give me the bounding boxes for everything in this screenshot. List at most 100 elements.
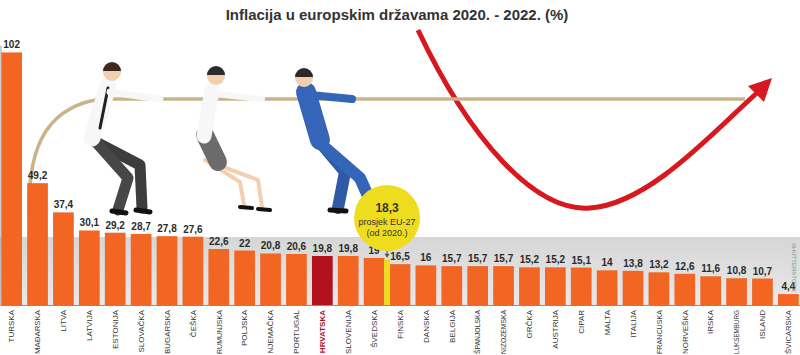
tick-label: FRANCUSKA (655, 309, 664, 354)
tick: SLOVENIJA (344, 309, 353, 354)
tick: TURSKA (7, 309, 16, 342)
person-head (103, 63, 121, 81)
bar (286, 254, 307, 305)
data-label: 102 (3, 39, 20, 50)
tick: BELGIJA (448, 309, 457, 343)
data-label: 13,2 (649, 259, 669, 270)
tick: LITVA (59, 309, 68, 331)
annotation-text: (od 2020.) (367, 228, 408, 238)
person-leg (96, 142, 128, 210)
y-axis (1, 46, 2, 306)
person-arm (110, 92, 160, 99)
person-shoe (240, 207, 252, 208)
bar (183, 237, 204, 305)
tick-label: POLJSKA (240, 309, 249, 346)
annotation-text: prosjek EU-27 (359, 217, 416, 227)
tick: MALTA (603, 309, 612, 335)
tick: FINSKA (396, 309, 405, 339)
bar (338, 256, 359, 305)
person-torso (204, 90, 212, 136)
tick-label: HRVATSKA (318, 310, 327, 353)
annotation-value: 18,3 (375, 201, 399, 215)
tick: ITALIJA (629, 309, 638, 338)
data-label: 19,8 (313, 243, 333, 254)
data-labels: 10249,237,430,129,228,727,827,622,62220,… (3, 39, 795, 292)
data-label: 16,5 (390, 251, 410, 262)
tick-label: LATVIJA (85, 309, 94, 341)
data-label: 27,8 (157, 223, 177, 234)
tick: NJEMAČKA (266, 309, 275, 353)
bar (208, 249, 229, 305)
bar (131, 234, 152, 305)
data-label: 16 (420, 252, 432, 263)
data-label: 10,8 (727, 265, 747, 276)
tick: HRVATSKA (318, 310, 327, 353)
average-marker (384, 260, 390, 305)
person (204, 66, 270, 210)
person-shoe (330, 210, 346, 211)
tick-label: FINSKA (396, 309, 405, 339)
tick-label: LITVA (59, 309, 68, 331)
bar (441, 266, 462, 305)
data-label: 13,8 (623, 258, 643, 269)
tick: CIPAR (577, 310, 586, 334)
person-hair (295, 68, 313, 77)
tick-label: BUGARSKA (163, 309, 172, 354)
tick-label: MAĐARSKA (33, 309, 42, 354)
person-shoe (136, 210, 150, 212)
data-label: 11,6 (701, 263, 720, 274)
data-label: 37,4 (54, 199, 74, 210)
bar (571, 268, 592, 305)
data-label: 15,1 (571, 255, 591, 266)
person (295, 68, 382, 211)
bar (157, 236, 178, 305)
data-label: 14 (602, 257, 614, 268)
data-label: 22,6 (209, 236, 229, 247)
person-head (207, 67, 225, 85)
tick: LUKSEMBURG (732, 310, 741, 354)
data-label: 19,8 (338, 243, 358, 254)
bar (260, 253, 281, 305)
x-axis-line (1, 305, 800, 306)
trend-arrow-head (748, 78, 772, 102)
person-arm (310, 95, 352, 99)
tick-label: ŠVEDSKA (370, 309, 379, 347)
tick: ČEŠKA (189, 309, 198, 337)
tick: ŠVICARSKA (784, 309, 793, 354)
bar (493, 266, 514, 305)
person-hair (207, 66, 225, 75)
tick-label: ISLAND (758, 310, 767, 339)
rope (95, 97, 745, 101)
person-hair (103, 62, 121, 71)
tick: ISLAND (758, 310, 767, 339)
tick-label: IRSKA (706, 309, 715, 334)
tick-label: ESTONIJA (111, 309, 120, 349)
bar (700, 276, 721, 305)
bar (416, 265, 437, 305)
data-label: 30,1 (80, 217, 100, 228)
data-label: 27,6 (183, 224, 203, 235)
data-label: 49,2 (28, 170, 48, 181)
tick-label: RUMUNJSKA (215, 309, 224, 354)
data-label: 15,7 (468, 253, 488, 264)
person-shoe (112, 211, 126, 213)
person-shoe (258, 209, 270, 210)
tick: GRČKA (525, 309, 534, 338)
tick: PORTUGAL (292, 309, 301, 353)
data-label: 28,7 (131, 221, 151, 232)
bar (312, 256, 333, 305)
tick: SLOVAČKA (137, 309, 146, 352)
person-torso (92, 86, 108, 138)
bar (649, 272, 670, 305)
tick-label: AUSTRIJA (551, 309, 560, 348)
data-label: 15,2 (546, 254, 566, 265)
tick: ESTONIJA (111, 309, 120, 349)
trend-arrow (418, 30, 758, 208)
data-label: 20,6 (287, 241, 307, 252)
tick: NORVEŠKA (681, 309, 690, 354)
tick: AUSTRIJA (551, 309, 560, 348)
data-label: 15,7 (442, 253, 462, 264)
bar (1, 52, 22, 305)
annotation-circle (354, 185, 420, 251)
tick: MAĐARSKA (33, 309, 42, 354)
